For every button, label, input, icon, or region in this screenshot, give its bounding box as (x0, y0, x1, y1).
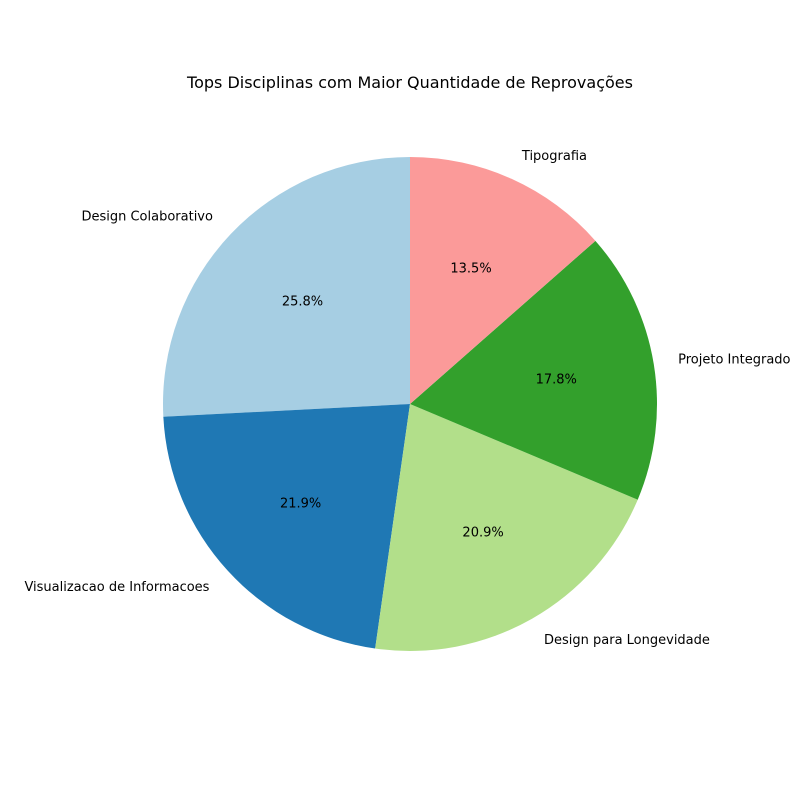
pie-slice-projeto-integrado (410, 240, 657, 500)
slice-label-design-colaborativo: Design Colaborativo (81, 209, 213, 224)
pct-label-design-colaborativo: 25.8% (282, 294, 323, 309)
pct-label-design-para-longevidade: 20.9% (462, 525, 503, 540)
pct-label-tipografia: 13.5% (450, 261, 491, 276)
slice-labels: Design Colaborativo Visualizacao de Infor… (24, 149, 790, 648)
slice-label-projeto-integrado: Projeto Integrado (678, 353, 790, 368)
pie-slices (162, 157, 657, 651)
pie-slice-design-colaborativo (162, 157, 410, 417)
pct-label-visualizacao-de-informacoes: 21.9% (280, 496, 321, 511)
pie-slice-tipografia (410, 157, 596, 404)
pct-label-projeto-integrado: 17.8% (536, 373, 577, 388)
chart-title: Tops Disciplinas com Maior Quantidade de… (186, 73, 633, 92)
percentage-labels: 25.8% 21.9% 20.9% 17.8% 13.5% (280, 261, 577, 540)
slice-label-visualizacao-de-informacoes: Visualizacao de Informacoes (24, 580, 209, 595)
pie-slice-design-para-longevidade (375, 404, 638, 651)
slice-label-design-para-longevidade: Design para Longevidade (544, 633, 710, 648)
slice-label-tipografia: Tipografia (521, 149, 587, 164)
pie-slice-visualizacao-de-informacoes (163, 404, 410, 649)
